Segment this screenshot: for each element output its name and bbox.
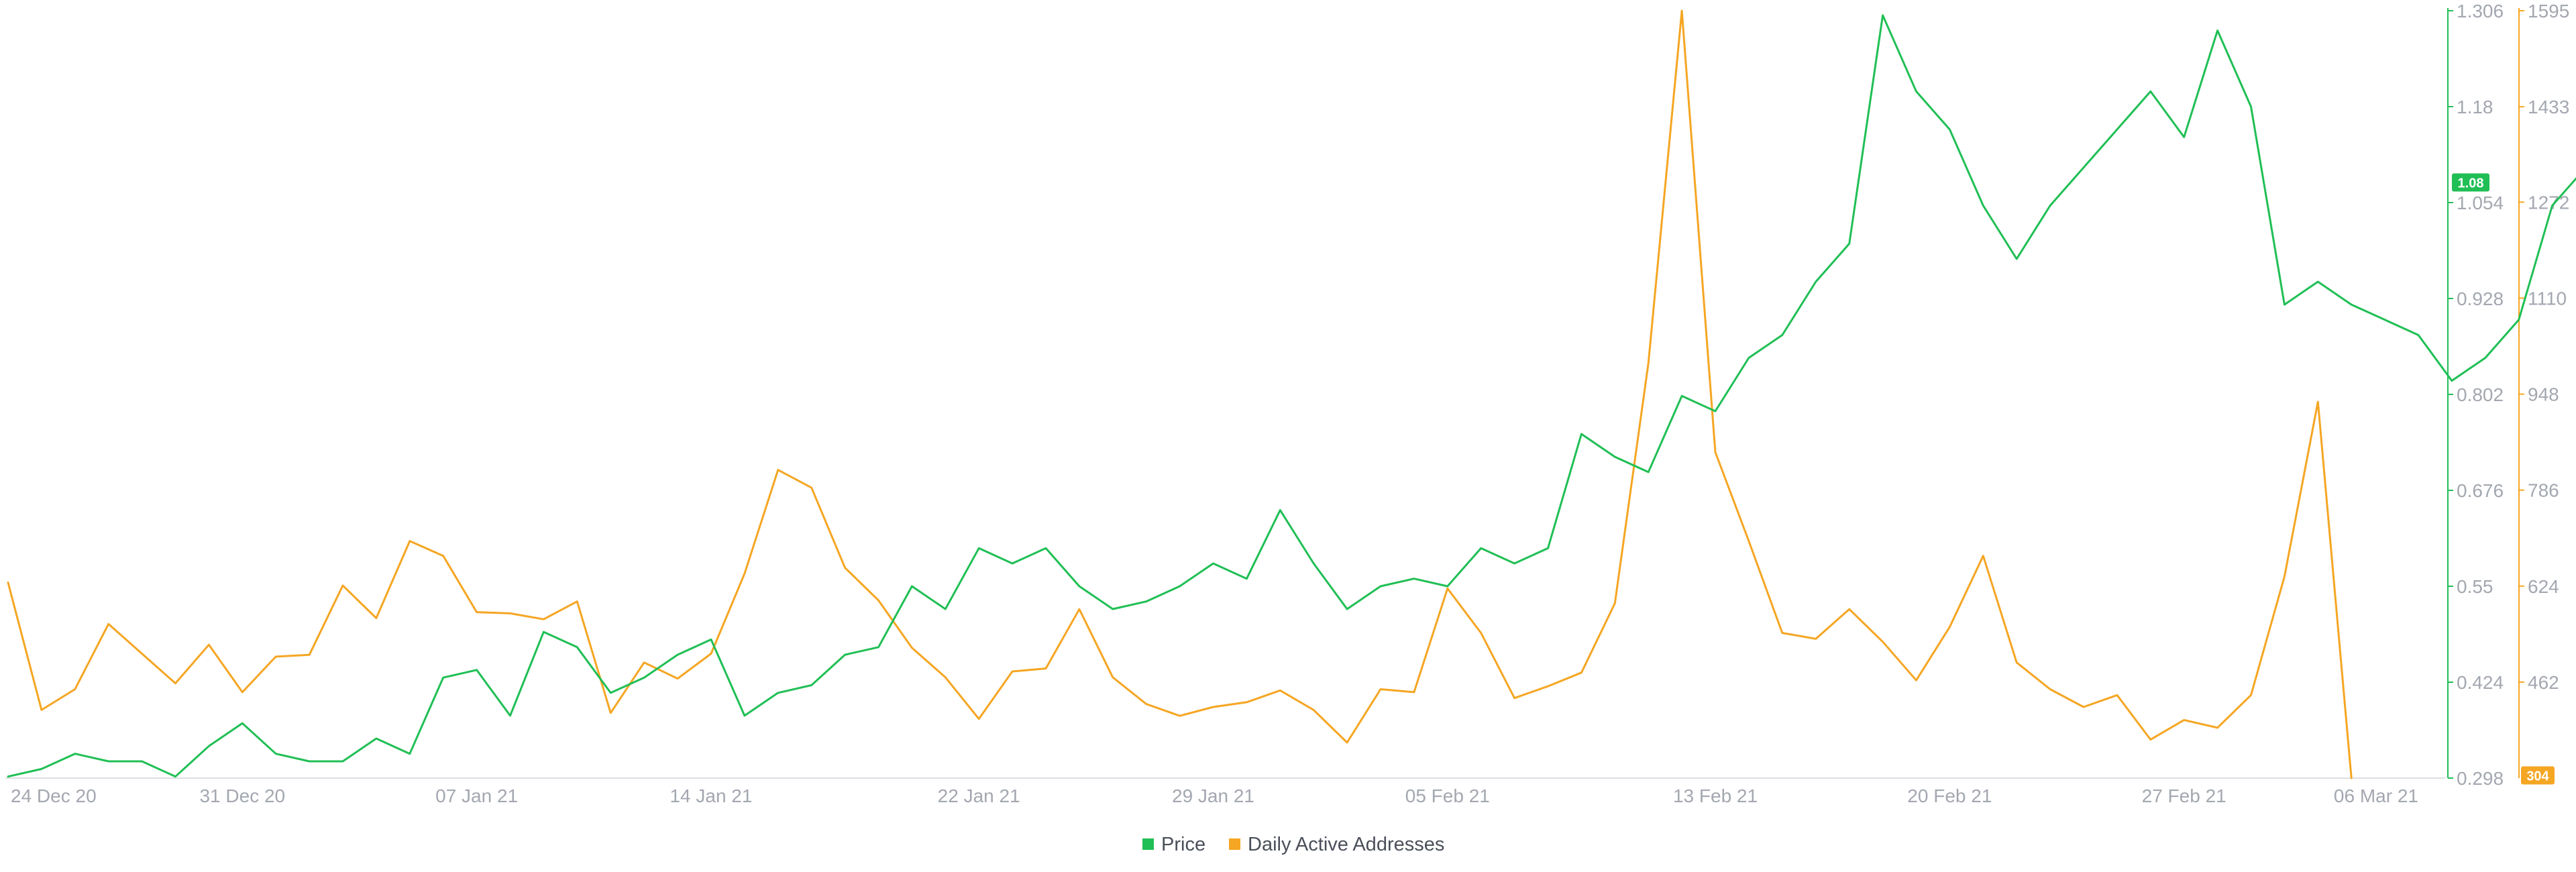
legend-label-daily-active-addresses: Daily Active Addresses [1248,834,1444,855]
price-axis-ticks: 1.306 1.18 1.054 0.928 0.802 0.676 0.55 0.424 0.… [2448,1,2504,789]
x-tick-label: 22 Jan 21 [938,785,1020,806]
x-tick-label: 20 Feb 21 [1907,785,1992,806]
price-axis-tick-label: 1.054 [2457,193,2504,213]
addresses-axis-tick-label: 1433 [2528,97,2569,117]
addresses-axis-tick-label: 624 [2528,576,2559,597]
x-tick-label: 05 Feb 21 [1405,785,1490,806]
series-layer [7,9,2576,779]
price-axis-tick-label: 0.676 [2457,480,2504,501]
addresses-badge-bg [2521,766,2555,785]
x-tick-label: 07 Jan 21 [435,785,518,806]
x-tick-label: 31 Dec 20 [199,785,285,806]
addresses-axis-ticks: 1595 1433 1272 1110 948 786 624 462 [2519,1,2569,693]
addresses-axis-tick-label: 1272 [2528,192,2569,213]
price-axis-tick-label: 0.55 [2457,576,2493,597]
x-tick-label: 06 Mar 21 [2334,785,2418,806]
legend-label-price: Price [1161,834,1205,855]
x-tick-label: 27 Feb 21 [2142,785,2226,806]
addresses-axis-tick-label: 1595 [2528,1,2569,21]
price-axis-tick-label: 0.928 [2457,288,2504,309]
addresses-badge-label: 304 [2526,769,2549,783]
price-badge: 1.08 [2452,173,2489,192]
addresses-axis-tick-label: 1110 [2528,288,2567,309]
price-badge-label: 1.08 [2458,176,2484,190]
addresses-badge: 304 [2521,766,2555,785]
x-axis-ticks: 24 Dec 20 31 Dec 20 07 Jan 21 14 Jan 21 22 J… [11,785,2418,806]
x-tick-label: 24 Dec 20 [11,785,97,806]
x-tick-label: 13 Feb 21 [1673,785,1758,806]
price-axis-tick-label: 0.424 [2457,672,2504,693]
addresses-axis-tick-label: 786 [2528,480,2559,501]
legend-item-price[interactable]: Price [1142,834,1205,855]
series-line-daily-active-addresses [7,9,2353,779]
series-line-price [7,14,2576,778]
legend: Price Daily Active Addresses [1142,834,1444,855]
x-tick-label: 14 Jan 21 [669,785,752,806]
price-axis-tick-label: 1.306 [2457,1,2504,21]
price-badge-bg [2452,173,2489,192]
addresses-axis-tick-label: 462 [2528,672,2559,693]
legend-swatch-daily-active-addresses [1229,838,1240,850]
legend-item-daily-active-addresses[interactable]: Daily Active Addresses [1229,834,1444,855]
x-tick-label: 29 Jan 21 [1172,785,1254,806]
legend-swatch-price [1142,838,1154,850]
price-axis-tick-label: 1.18 [2457,97,2493,117]
price-axis-tick-label: 0.298 [2457,768,2504,789]
addresses-axis-tick-label: 948 [2528,384,2559,405]
price-axis-tick-label: 0.802 [2457,384,2504,405]
